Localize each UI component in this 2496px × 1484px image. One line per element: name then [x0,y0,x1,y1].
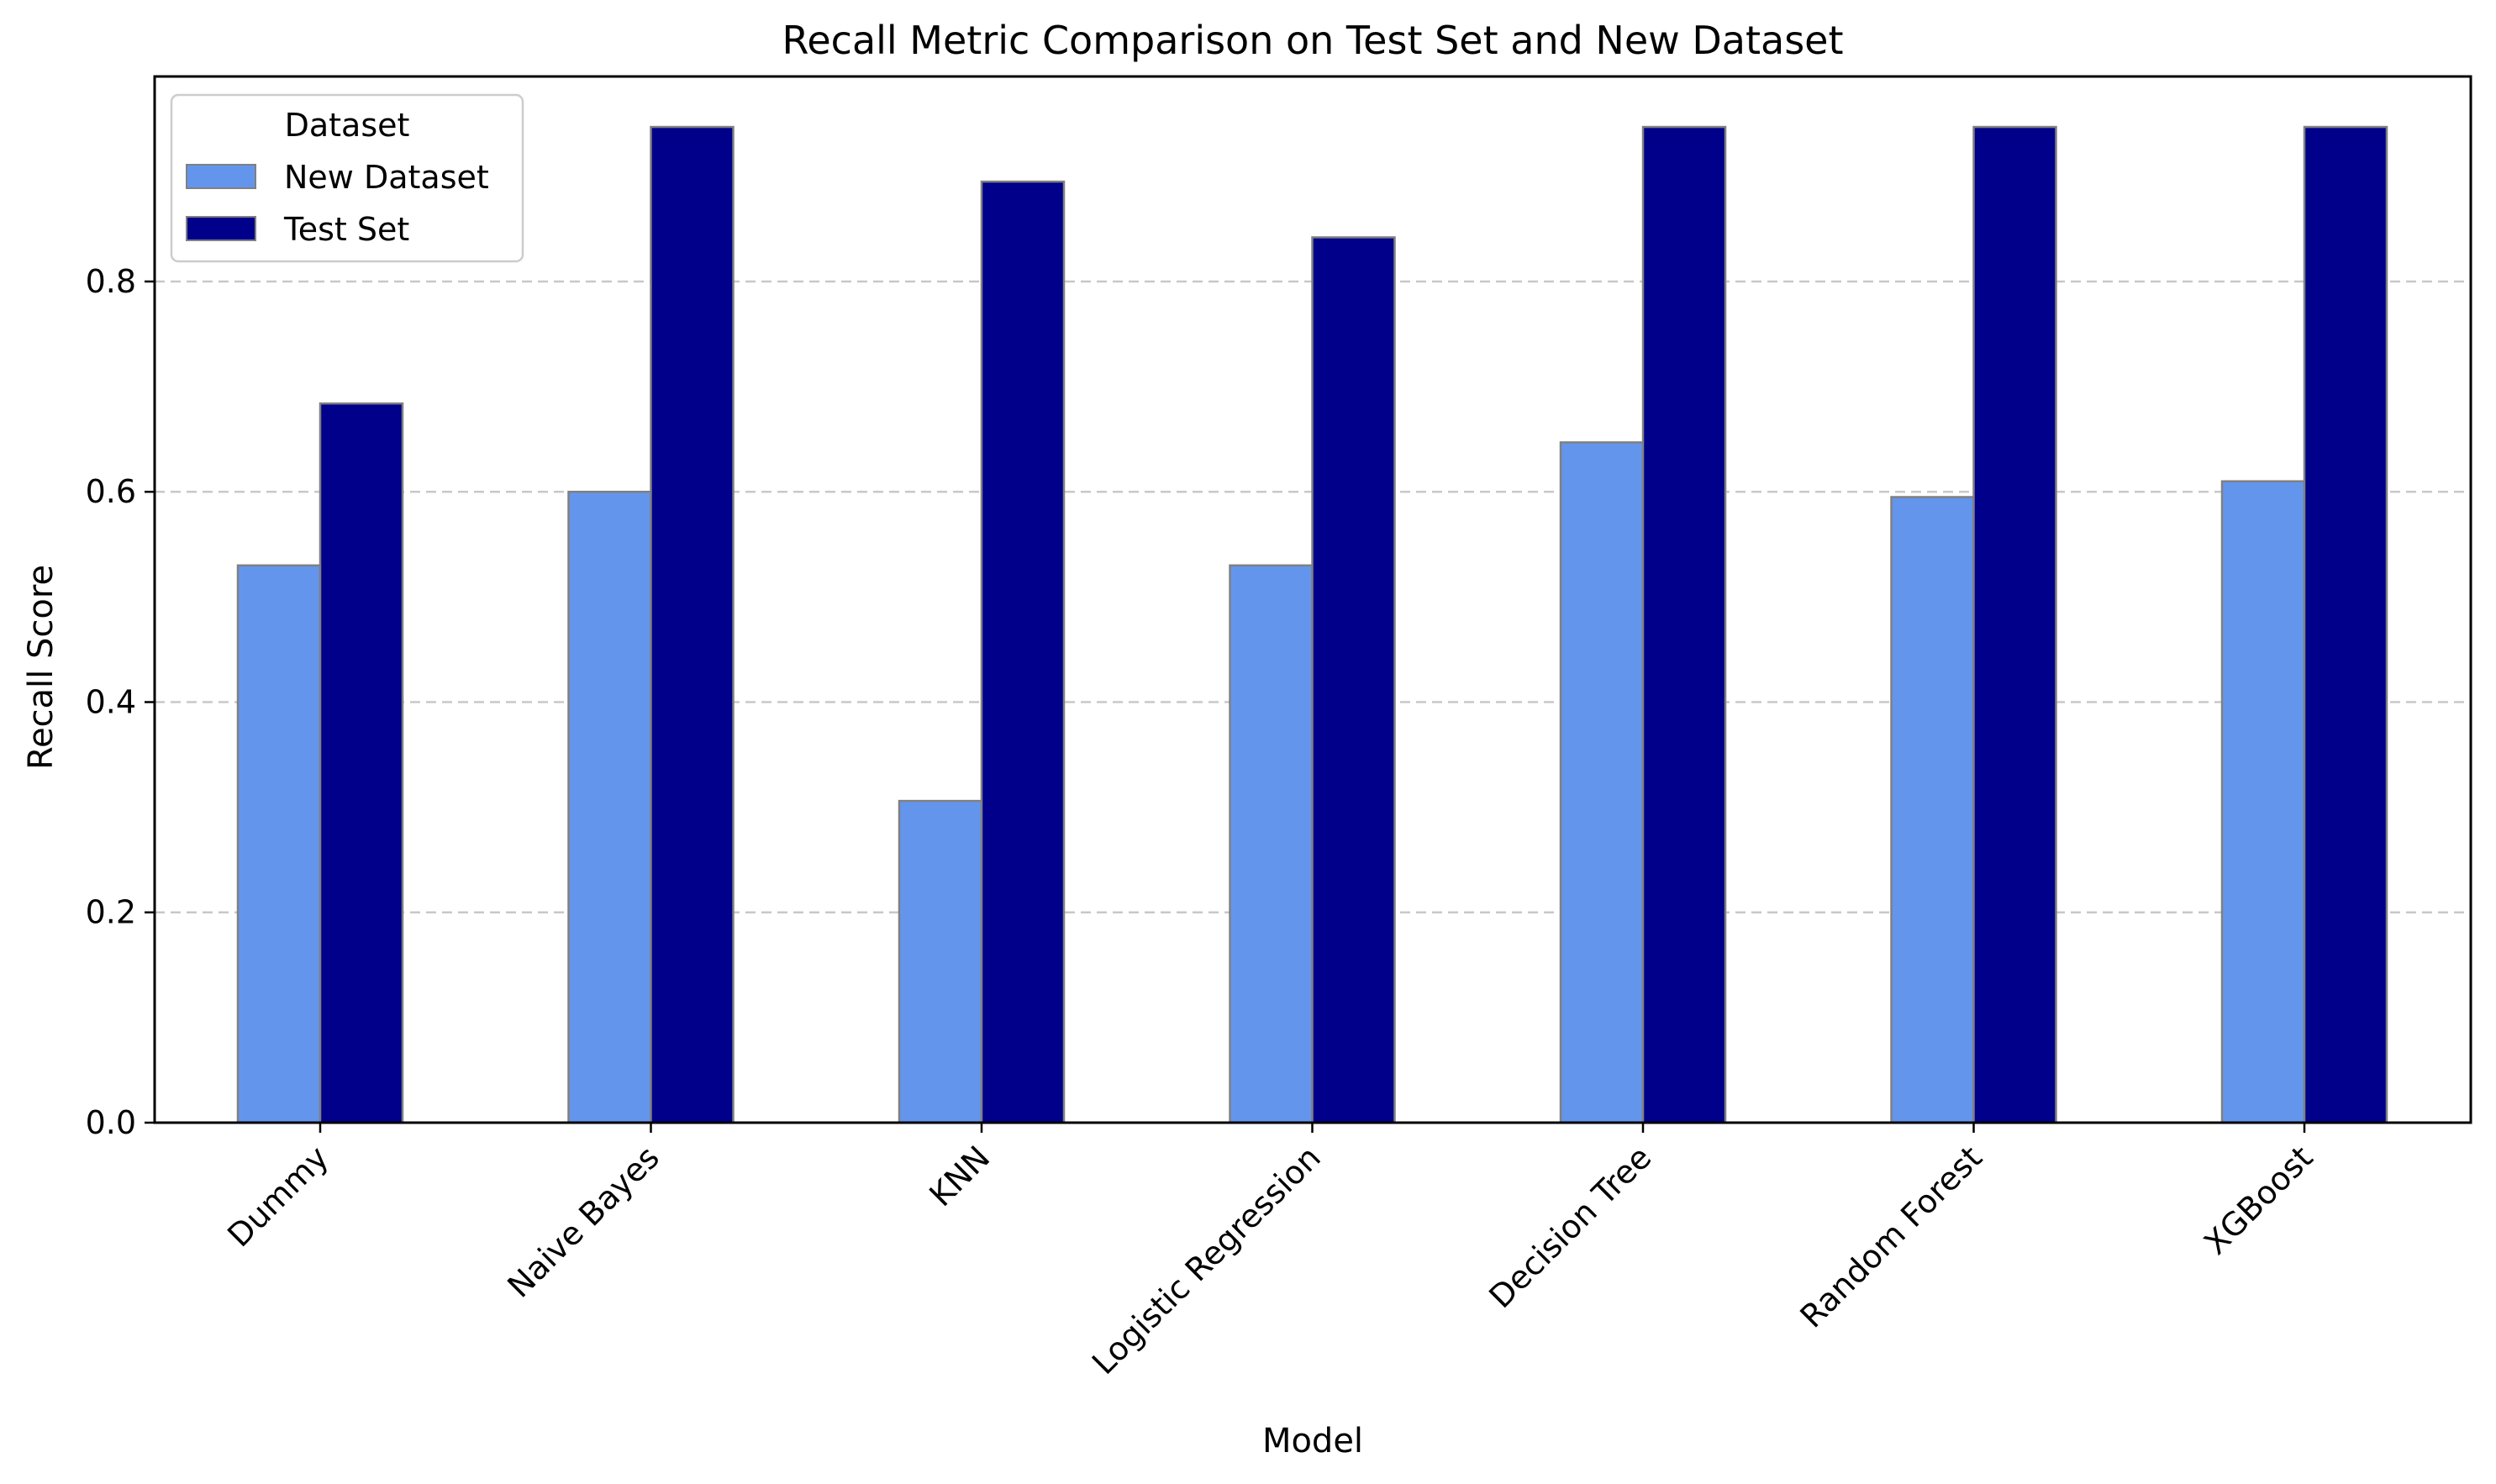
bar-new-dataset [1890,496,1975,1124]
bar-new-dataset [236,564,322,1124]
y-axis-label: Recall Score [22,565,61,770]
legend: Dataset New Dataset Test Set [170,93,524,263]
y-tick-label: 0.0 [86,1104,136,1141]
bar-new-dataset [2220,480,2306,1124]
bar-test-set [1972,125,2057,1124]
x-axis-label: Model [1262,1422,1363,1460]
y-tick-label: 0.2 [86,894,136,931]
legend-label-new-dataset: New Dataset [284,159,489,196]
y-tick-label: 0.8 [86,263,136,300]
bar-new-dataset [898,799,983,1124]
bar-test-set [319,402,404,1124]
legend-swatch-new-dataset [186,164,256,189]
y-tick-label: 0.6 [86,473,136,510]
chart-title: Recall Metric Comparison on Test Set and… [782,18,1843,63]
legend-box [170,93,524,263]
bar-new-dataset [567,490,652,1124]
bar-test-set [1311,236,1396,1124]
bar-test-set [980,180,1066,1124]
bar-new-dataset [1229,564,1314,1124]
bar-test-set [1641,125,1727,1124]
legend-swatch-test-set [186,216,256,241]
bar-new-dataset [1559,441,1645,1124]
legend-label-test-set: Test Set [283,211,409,248]
y-axis-ticks: 0.0 0.2 0.4 0.6 0.8 [86,263,155,1141]
bar-test-set [650,125,735,1124]
legend-title: Dataset [285,107,410,144]
y-tick-label: 0.4 [86,683,136,720]
bar-test-set [2303,125,2388,1124]
